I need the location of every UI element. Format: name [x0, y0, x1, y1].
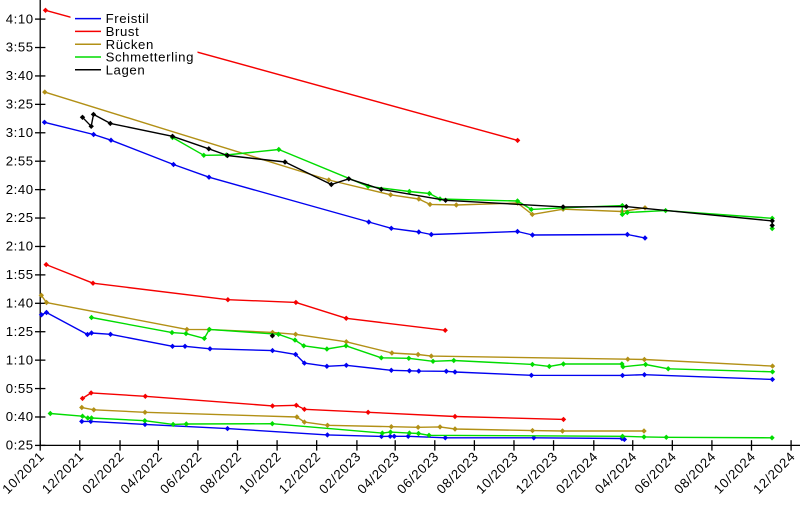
svg-text:1:10: 1:10	[6, 352, 34, 367]
svg-text:Brust: Brust	[106, 24, 140, 39]
svg-text:3:40: 3:40	[6, 68, 34, 83]
svg-text:3:55: 3:55	[6, 40, 34, 55]
svg-text:3:10: 3:10	[6, 125, 34, 140]
svg-text:0:25: 0:25	[6, 438, 34, 453]
svg-text:1:55: 1:55	[6, 267, 34, 282]
svg-text:Schmetterling: Schmetterling	[106, 50, 194, 65]
svg-text:Rücken: Rücken	[106, 37, 154, 52]
svg-text:2:40: 2:40	[6, 182, 34, 197]
svg-text:3:25: 3:25	[6, 97, 34, 112]
svg-text:2:10: 2:10	[6, 239, 34, 254]
svg-text:2:25: 2:25	[6, 210, 34, 225]
svg-text:0:55: 0:55	[6, 381, 34, 396]
svg-text:0:40: 0:40	[6, 409, 34, 424]
svg-text:2:55: 2:55	[6, 153, 34, 168]
svg-text:Lagen: Lagen	[106, 62, 146, 77]
svg-text:Freistil: Freistil	[106, 11, 150, 26]
svg-text:4:10: 4:10	[6, 11, 34, 26]
svg-text:1:25: 1:25	[6, 324, 34, 339]
svg-text:1:40: 1:40	[6, 296, 34, 311]
